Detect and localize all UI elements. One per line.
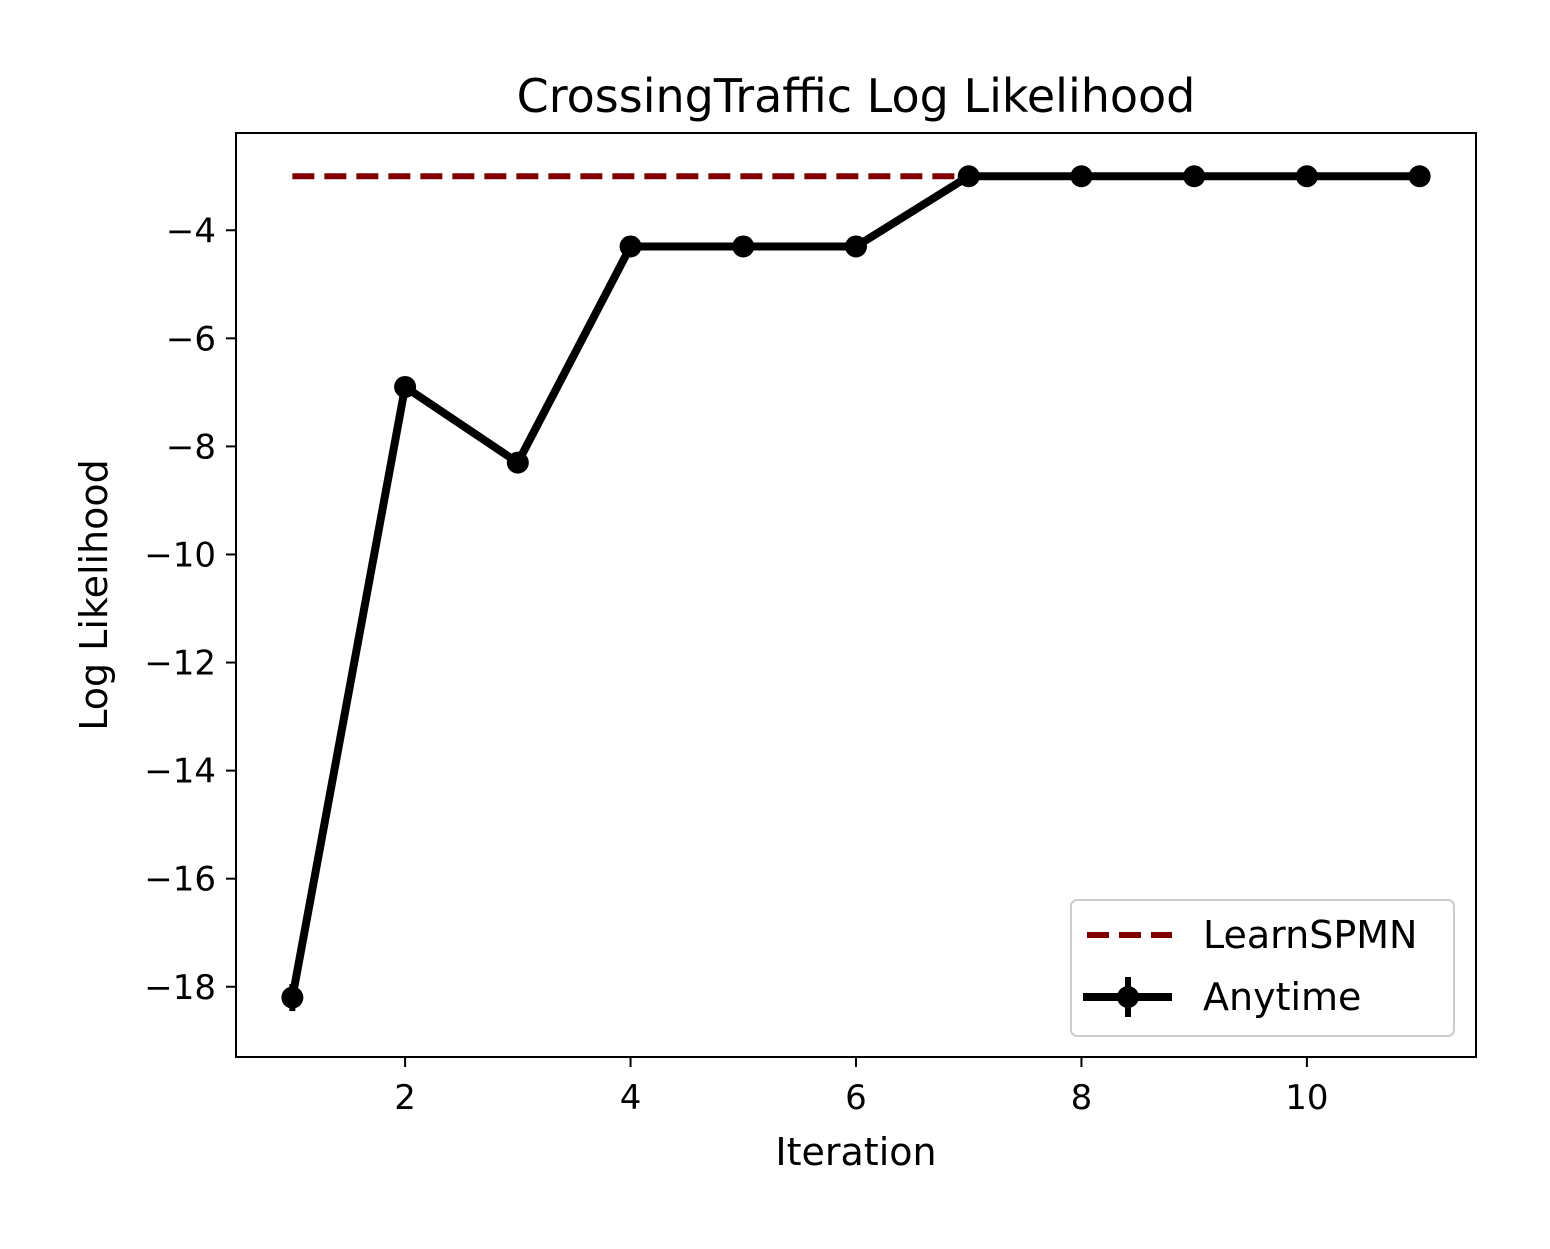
data-point-anytime [845, 235, 867, 258]
legend-label-anytime: Anytime [1203, 975, 1361, 1019]
data-point-anytime [1183, 165, 1206, 188]
data-point-anytime [506, 451, 529, 474]
x-tick-label: 10 [1285, 1078, 1328, 1118]
x-tick-label: 2 [394, 1078, 416, 1118]
y-tick-label: −12 [144, 644, 216, 684]
data-point-anytime [957, 165, 980, 188]
y-axis-label: Log Likelihood [72, 459, 116, 731]
x-axis-ticks: 2 4 6 8 10 [394, 1057, 1329, 1118]
y-tick-label: −14 [144, 752, 216, 792]
y-tick-label: −18 [144, 968, 216, 1008]
legend-label-learnspmn: LearnSPMN [1203, 913, 1417, 957]
x-tick-label: 4 [620, 1078, 642, 1118]
plot-frame [235, 132, 1477, 1058]
y-tick-label: −10 [144, 535, 216, 575]
data-point-anytime [1070, 165, 1093, 188]
y-tick-label: −6 [166, 319, 216, 359]
chart-title: CrossingTraffic Log Likelihood [517, 69, 1196, 123]
plot-area [281, 165, 1431, 1012]
x-tick-label: 6 [845, 1078, 867, 1118]
data-point-anytime [732, 235, 755, 258]
legend: LearnSPMN Anytime [1070, 899, 1455, 1037]
data-point-anytime [281, 986, 304, 1009]
y-tick-label: −4 [166, 211, 216, 251]
y-axis-ticks: −18 −16 −14 −12 −10 −8 −6 −4 [144, 211, 236, 1008]
data-point-anytime [394, 375, 417, 398]
x-tick-label: 8 [1071, 1078, 1093, 1118]
data-point-anytime [619, 235, 642, 258]
data-point-anytime [1295, 165, 1318, 188]
series-line-anytime [288, 172, 1420, 999]
y-tick-label: −8 [166, 427, 216, 467]
y-tick-label: −16 [144, 860, 216, 900]
x-axis-label: Iteration [775, 1130, 936, 1174]
data-point-anytime [1408, 165, 1431, 188]
legend-swatch-anytime-marker [1117, 986, 1139, 1008]
